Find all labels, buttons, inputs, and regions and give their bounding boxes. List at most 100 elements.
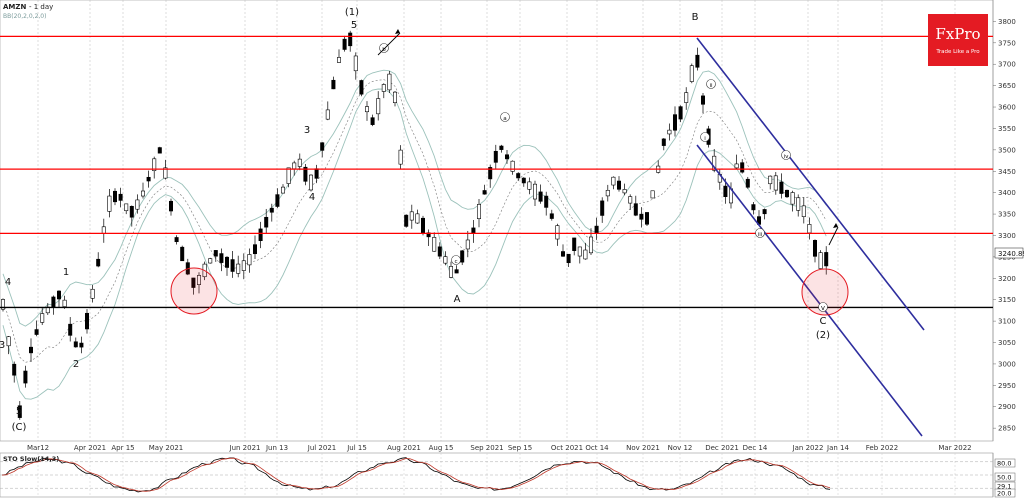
- candle-body: [113, 190, 118, 203]
- time-tick-label: Mar 2022: [938, 444, 971, 452]
- candle-body: [588, 236, 593, 254]
- candle-body: [101, 226, 106, 234]
- candle-body: [611, 176, 616, 186]
- candle-body: [0, 299, 6, 310]
- candle-body: [208, 258, 213, 264]
- time-tick-label: Jun 2021: [229, 444, 261, 452]
- candle-body: [85, 312, 90, 330]
- candle-body: [437, 246, 442, 257]
- candle-body: [454, 269, 459, 274]
- candle-body: [96, 258, 101, 267]
- candle-body: [488, 167, 493, 180]
- candle-body: [308, 174, 313, 191]
- sto-d-line: [1, 457, 831, 492]
- price-tick-label: 3200: [998, 275, 1016, 283]
- candle-body: [409, 211, 414, 221]
- wave-label: 3: [304, 125, 310, 136]
- candle-body: [275, 194, 280, 207]
- candle-body: [17, 405, 22, 418]
- sto-level-20: 20.0: [997, 490, 1011, 498]
- candle-body: [314, 168, 319, 179]
- price-tick-label: 3800: [998, 18, 1016, 26]
- candle-body: [135, 199, 140, 210]
- price-tick-label: 3300: [998, 232, 1016, 240]
- time-tick-label: Dec 2021: [705, 444, 739, 452]
- candle-body: [12, 363, 17, 376]
- price-tick-label: 3050: [998, 339, 1016, 347]
- sto-level-box-80: [994, 458, 1016, 468]
- candle-body: [163, 167, 168, 179]
- wave-label: v: [821, 304, 825, 312]
- candle-body: [566, 253, 571, 264]
- candle-body: [253, 244, 258, 255]
- wave-label: (C): [12, 422, 27, 433]
- candle-body: [370, 117, 375, 125]
- wave-label: 1: [63, 267, 69, 278]
- candle-body: [633, 203, 638, 216]
- time-axis: Mar12 Apr 2021 Apr 15 May 2021 Jun 2021 Jun 1…: [27, 444, 972, 452]
- current-price-tag: [994, 247, 1024, 259]
- candle-body: [387, 73, 392, 91]
- candle-body: [672, 114, 677, 131]
- wave-label: ii: [709, 83, 713, 89]
- candle-body: [320, 142, 325, 151]
- wave-label: 4: [5, 277, 11, 288]
- candle-body: [342, 38, 347, 50]
- channel-lower-line: [696, 144, 923, 437]
- wave-label: B: [692, 12, 699, 23]
- candle-body: [197, 275, 202, 285]
- price-tick-label: 3450: [998, 168, 1016, 176]
- time-tick-label: Oct 14: [585, 444, 609, 452]
- candle-body: [700, 95, 705, 105]
- candle-body: [415, 213, 420, 224]
- candle-body: [269, 207, 274, 213]
- price-tick-label: 3650: [998, 82, 1016, 90]
- wave-label-circle: [818, 302, 828, 312]
- arrow-head: [833, 223, 838, 228]
- wave-label: 2: [73, 359, 79, 370]
- candle-body: [392, 91, 397, 103]
- candle-body: [420, 217, 425, 234]
- sto-series: [0, 457, 993, 493]
- candle-body: [622, 189, 627, 194]
- projection-arrow: [377, 32, 401, 56]
- candle-body: [661, 138, 666, 146]
- candle-body: [521, 177, 526, 184]
- candle-body: [236, 263, 241, 274]
- sto-current-value: 29.1: [997, 483, 1011, 491]
- descending-channel: [696, 37, 925, 437]
- candle-body: [297, 158, 302, 167]
- wave-label-circle: [451, 255, 461, 265]
- candle-body: [499, 145, 504, 150]
- time-tick-label: Aug 15: [429, 444, 454, 452]
- candle-body: [628, 196, 633, 204]
- bollinger-upper: [2, 69, 827, 327]
- highlight-circle: [801, 268, 849, 316]
- candle-body: [689, 65, 694, 82]
- horizontal-levels: [0, 35, 993, 309]
- wave-label: iii: [758, 232, 763, 238]
- candle-body: [572, 237, 577, 251]
- time-tick-label: Jun 13: [265, 444, 288, 452]
- indicator-label: BB(20,2,0,2,0): [3, 13, 46, 20]
- candle-body: [516, 173, 521, 179]
- candle-body: [73, 341, 78, 348]
- candle-body: [6, 336, 11, 347]
- candle-body: [510, 160, 515, 172]
- price-tick-label: 3350: [998, 211, 1016, 219]
- candle-body: [348, 32, 353, 47]
- wave-label: iv: [784, 154, 790, 160]
- candle-body: [773, 175, 778, 191]
- time-tick-label: Sep 15: [508, 444, 532, 452]
- candle-body: [219, 253, 224, 263]
- candle-body: [359, 80, 364, 95]
- candle-body: [191, 277, 196, 288]
- time-tick-label: Apr 2021: [74, 444, 106, 452]
- candle-body: [460, 250, 465, 263]
- sto-label: STO Slow(14,3): [3, 455, 59, 463]
- candlestick-series: [0, 30, 829, 420]
- candle-body: [560, 251, 565, 257]
- brand-name: FxPro: [935, 25, 980, 43]
- candle-body: [712, 155, 717, 171]
